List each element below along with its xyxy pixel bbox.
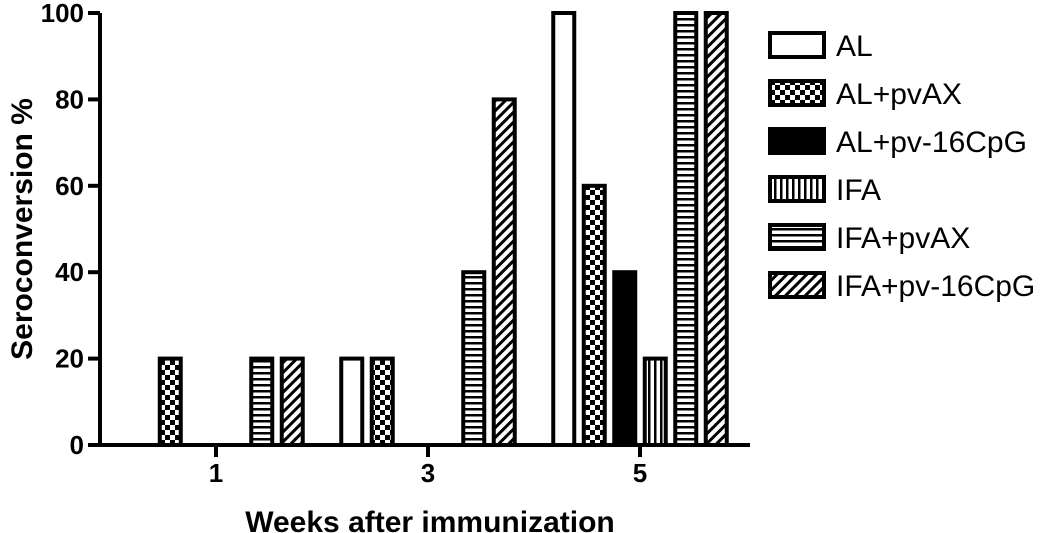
x-tick-label: 3 [421, 458, 435, 488]
legend-swatch [768, 175, 826, 203]
y-tick-label: 100 [41, 0, 84, 28]
y-tick-label: 80 [55, 84, 84, 114]
legend-label: AL [836, 30, 873, 63]
y-tick-label: 0 [70, 430, 84, 460]
legend-label: IFA+pvAX [836, 222, 970, 255]
bar [339, 356, 365, 448]
y-tick-label: 40 [55, 257, 84, 287]
legend-swatch [768, 271, 826, 299]
bar [279, 356, 305, 448]
x-axis: 1 3 5 [98, 443, 750, 488]
bar [642, 356, 668, 448]
legend: AL AL+pvAX AL+pv-16CpG IFA IFA+pvAX IFA+pv-16… [768, 30, 1035, 303]
bars [157, 11, 729, 448]
bar [673, 11, 699, 447]
legend-label: AL+pv-16CpG [836, 126, 1027, 159]
legend-swatch [768, 127, 826, 155]
bar [612, 270, 638, 448]
legend-swatch [768, 223, 826, 251]
y-tick-label: 60 [55, 171, 84, 201]
bar [249, 356, 275, 448]
legend-label: IFA [836, 174, 881, 207]
bar [491, 97, 517, 448]
legend-label: IFA+pv-16CpG [836, 270, 1035, 303]
x-axis-title: Weeks after immunization [245, 506, 615, 533]
bar [581, 183, 607, 448]
y-tick-label: 20 [55, 344, 84, 374]
x-tick-label: 5 [633, 458, 647, 488]
legend-swatch [768, 79, 826, 107]
x-tick-label: 1 [209, 458, 223, 488]
bar [703, 11, 729, 447]
bar [551, 11, 577, 447]
bar [461, 270, 487, 448]
bar [369, 356, 395, 448]
y-axis-title: Seroconversion % [6, 98, 39, 360]
legend-label: AL+pvAX [836, 78, 962, 111]
legend-swatch [768, 31, 826, 59]
bar [157, 356, 183, 448]
y-axis: 0 20 40 60 80 100 [41, 0, 102, 460]
